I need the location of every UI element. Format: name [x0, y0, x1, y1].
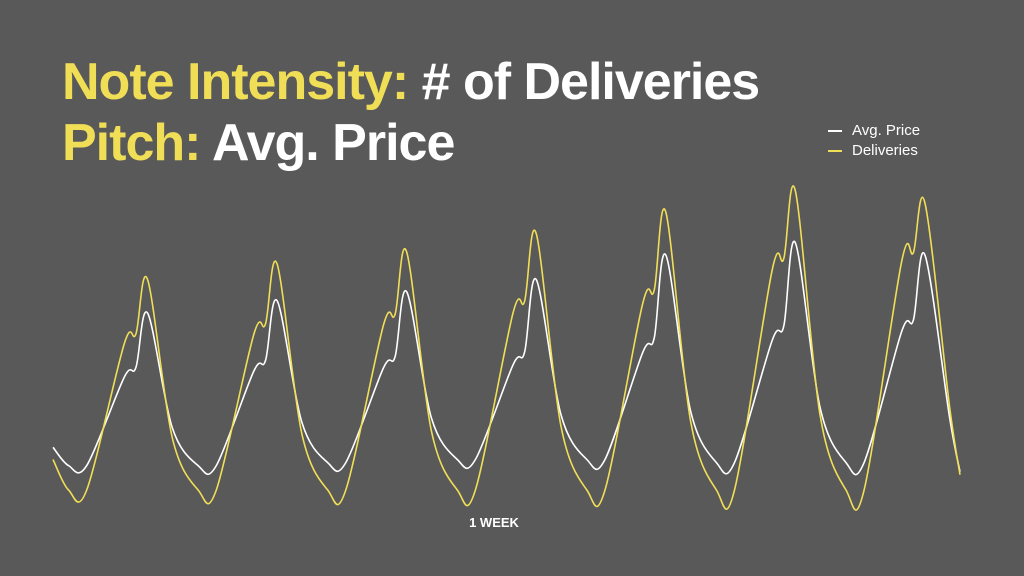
title-line-1-rest: # of Deliveries [408, 53, 761, 111]
title-line-2-rest: Avg. Price [200, 114, 455, 172]
title-line-2-accent: Pitch: [62, 114, 201, 172]
legend-swatch-avg-price [828, 130, 842, 132]
x-axis-label: 1 WEEK [469, 515, 519, 530]
title-line-2: Pitch: Avg. Price [62, 113, 759, 174]
chart-legend: Avg. Price Deliveries [828, 121, 920, 161]
legend-label-avg-price: Avg. Price [852, 122, 921, 139]
series-line-avg-price [52, 240, 961, 476]
title-line-1-accent: Note Intensity: [62, 53, 409, 111]
legend-label-deliveries: Deliveries [852, 142, 918, 159]
chart-title: Note Intensity: # of Deliveries Pitch: A… [62, 52, 761, 174]
series-line-deliveries [52, 185, 961, 511]
legend-item-deliveries: Deliveries [828, 141, 920, 161]
title-line-1: Note Intensity: # of Deliveries [62, 52, 761, 113]
legend-item-avg-price: Avg. Price [828, 121, 920, 141]
legend-swatch-deliveries [828, 150, 842, 152]
